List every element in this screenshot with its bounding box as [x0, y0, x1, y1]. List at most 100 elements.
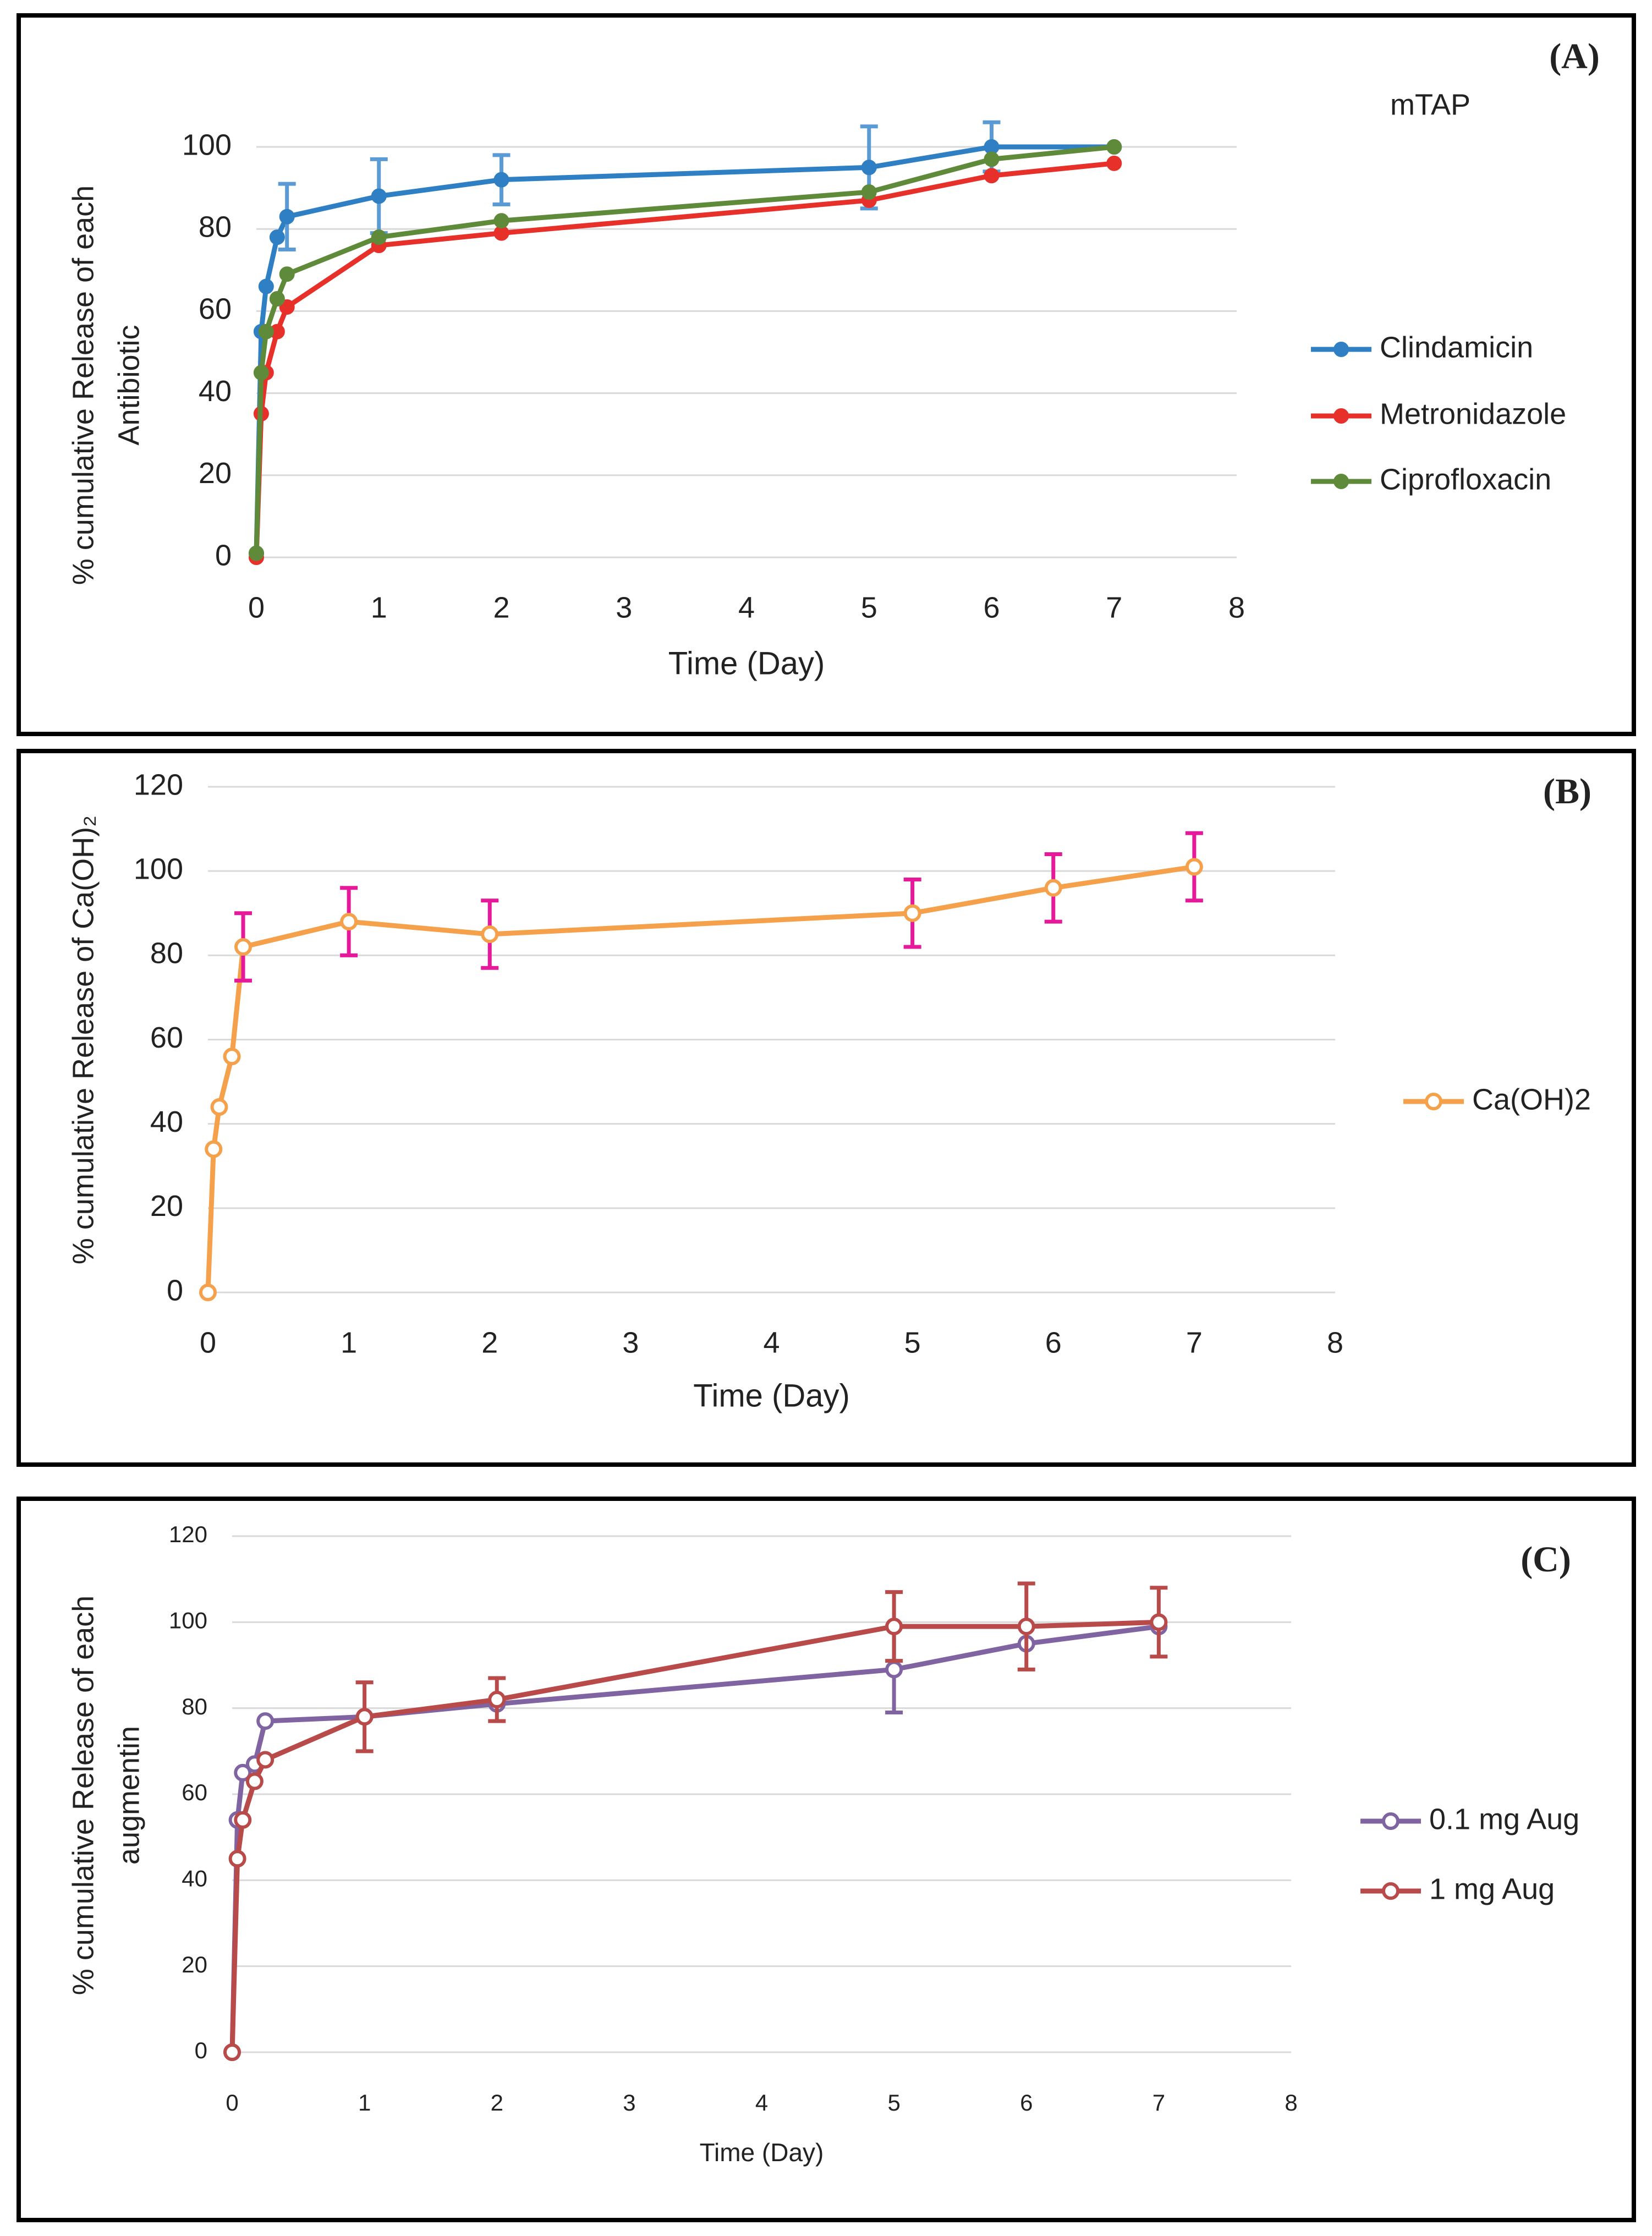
x-tick-label: 5	[861, 591, 877, 624]
y-tick-label: 100	[169, 1607, 207, 1633]
y-tick-label: 80	[182, 1694, 207, 1719]
data-point	[1017, 1618, 1035, 1636]
legend-marker	[1333, 342, 1349, 357]
y-tick-label: 40	[150, 1105, 183, 1138]
legend-marker	[1333, 408, 1349, 424]
y-tick-label: 120	[134, 768, 183, 801]
data-point	[481, 925, 499, 944]
data-point	[340, 913, 358, 931]
panel-label: (C)	[1521, 1539, 1571, 1580]
x-tick-label: 8	[1228, 591, 1245, 624]
series-line	[254, 161, 1115, 558]
series-line	[229, 1619, 1159, 2053]
x-tick-label: 7	[1106, 591, 1122, 624]
y-axis-label: % cumulative Release of Ca(OH)₂	[67, 815, 100, 1264]
y-tick-label: 100	[182, 128, 232, 161]
panel-label: (B)	[1543, 771, 1591, 812]
data-point	[279, 299, 295, 315]
data-point	[1150, 1613, 1168, 1631]
data-point	[885, 1660, 903, 1679]
x-tick-label: 6	[1045, 1326, 1062, 1359]
legend-label: 0.1 mg Aug	[1429, 1802, 1579, 1835]
legend-label: Ca(OH)2	[1472, 1083, 1591, 1116]
data-point	[279, 266, 295, 282]
x-tick-label: 4	[755, 2090, 768, 2116]
data-point	[223, 1048, 241, 1066]
x-tick-label: 2	[481, 1326, 498, 1359]
x-tick-label: 4	[763, 1326, 780, 1359]
data-point	[249, 545, 264, 561]
data-point	[269, 291, 285, 307]
y-tick-label: 120	[169, 1521, 207, 1547]
data-point	[493, 213, 509, 229]
data-point	[488, 1691, 506, 1709]
x-tick-label: 8	[1285, 2090, 1297, 2116]
y-axis-label: % cumulative Release of each	[67, 185, 100, 585]
series-line	[205, 864, 1195, 1293]
legend-marker	[1382, 1882, 1399, 1900]
legend-label: Metronidazole	[1380, 397, 1566, 430]
y-axis-label: augmentin	[112, 1726, 145, 1865]
x-tick-label: 0	[248, 591, 265, 624]
x-tick-label: 2	[493, 591, 509, 624]
panel-label: (A)	[1549, 36, 1600, 76]
x-tick-label: 1	[371, 591, 387, 624]
x-tick-label: 5	[904, 1326, 921, 1359]
x-tick-label: 1	[358, 2090, 371, 2116]
data-point	[1106, 139, 1122, 155]
x-tick-label: 6	[983, 591, 1000, 624]
y-tick-label: 60	[199, 293, 232, 326]
y-axis-label: % cumulative Release of each	[67, 1596, 100, 1995]
data-point	[234, 1811, 252, 1829]
x-tick-label: 6	[1020, 2090, 1033, 2116]
legend-marker	[1333, 474, 1349, 489]
y-tick-label: 80	[199, 210, 232, 243]
x-tick-label: 7	[1152, 2090, 1165, 2116]
data-point	[371, 229, 387, 245]
data-point	[258, 324, 274, 339]
data-point	[984, 168, 1000, 184]
x-tick-label: 5	[887, 2090, 900, 2116]
x-axis-label: Time (Day)	[700, 2138, 824, 2167]
data-point	[199, 1284, 217, 1301]
series-line	[254, 144, 1115, 553]
legend-label: Ciprofloxacin	[1380, 463, 1551, 496]
y-tick-label: 40	[199, 375, 232, 408]
x-tick-label: 7	[1186, 1326, 1203, 1359]
x-tick-label: 2	[491, 2090, 503, 2116]
y-tick-label: 80	[150, 937, 183, 970]
data-point	[1106, 155, 1122, 171]
data-point	[493, 172, 509, 188]
legend-label: Clindamicin	[1380, 331, 1533, 364]
y-tick-label: 20	[199, 457, 232, 490]
panel-border	[17, 1497, 1636, 2222]
data-point	[279, 209, 295, 224]
data-point	[493, 225, 509, 241]
data-point	[228, 1850, 246, 1868]
data-point	[269, 229, 285, 245]
data-point	[903, 904, 921, 922]
y-tick-label: 0	[167, 1274, 183, 1307]
data-point	[256, 1712, 275, 1730]
panel-border	[17, 749, 1636, 1467]
y-tick-label: 100	[134, 852, 183, 885]
data-point	[205, 1140, 223, 1158]
data-point	[861, 184, 877, 200]
data-point	[256, 1751, 275, 1769]
y-tick-label: 40	[182, 1865, 207, 1891]
legend-label: 1 mg Aug	[1429, 1872, 1555, 1905]
data-point	[1044, 879, 1062, 897]
data-point	[1185, 858, 1203, 876]
y-tick-label: 60	[150, 1021, 183, 1054]
data-point	[253, 365, 269, 381]
x-tick-label: 3	[616, 591, 632, 624]
x-tick-label: 0	[226, 2090, 238, 2116]
data-point	[234, 1763, 252, 1782]
data-point	[258, 278, 274, 294]
y-tick-label: 0	[215, 539, 232, 572]
data-point	[210, 1098, 228, 1116]
panel-border	[17, 13, 1636, 736]
x-axis-label: Time (Day)	[668, 645, 825, 681]
x-tick-label: 4	[738, 591, 755, 624]
data-point	[371, 188, 387, 204]
